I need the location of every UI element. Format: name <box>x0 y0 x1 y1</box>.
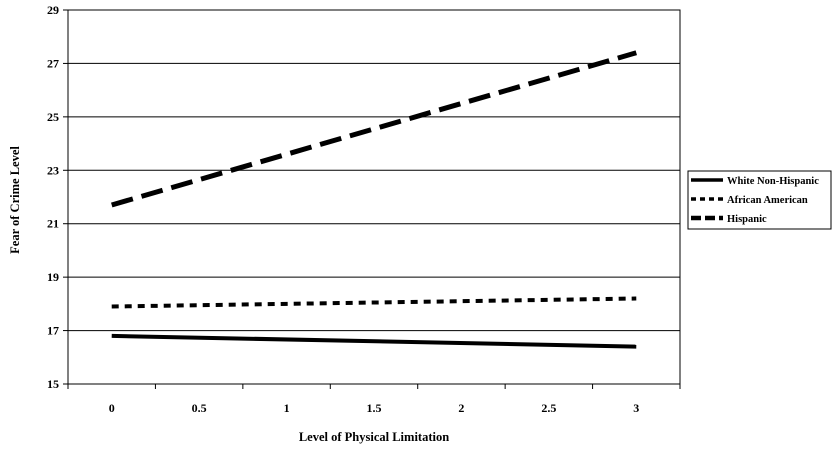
y-tick-label: 23 <box>47 163 59 177</box>
y-axis-ticks: 15 17 19 21 23 25 27 29 <box>47 3 68 391</box>
y-axis-title: Fear of Crime Level <box>8 146 22 254</box>
grid-lines <box>68 63 680 330</box>
y-tick-label: 29 <box>47 3 59 17</box>
legend: White Non-Hispanic African American Hispan… <box>688 171 831 229</box>
x-tick-label: 0 <box>109 401 115 415</box>
x-tick-label: 0.5 <box>192 401 207 415</box>
x-tick-label: 3 <box>633 401 639 415</box>
legend-label: White Non-Hispanic <box>727 176 819 187</box>
legend-label: African American <box>727 195 808 206</box>
legend-label: Hispanic <box>727 214 767 225</box>
y-tick-label: 27 <box>47 56 59 70</box>
y-tick-label: 17 <box>47 324 59 338</box>
series-lines <box>112 53 637 347</box>
x-tick-label: 1 <box>284 401 290 415</box>
series-line-african-american <box>112 299 637 307</box>
series-line-white-non-hispanic <box>112 336 637 347</box>
x-axis-ticks: 0 0.5 1 1.5 2 2.5 3 <box>68 384 680 415</box>
y-tick-label: 19 <box>47 270 59 284</box>
y-tick-label: 25 <box>47 110 59 124</box>
x-tick-label: 2 <box>458 401 464 415</box>
x-tick-label: 2.5 <box>541 401 556 415</box>
y-tick-label: 15 <box>47 377 59 391</box>
series-line-hispanic <box>112 53 637 205</box>
y-tick-label: 21 <box>47 217 59 231</box>
x-axis-title: Level of Physical Limitation <box>299 430 449 444</box>
x-tick-label: 1.5 <box>367 401 382 415</box>
